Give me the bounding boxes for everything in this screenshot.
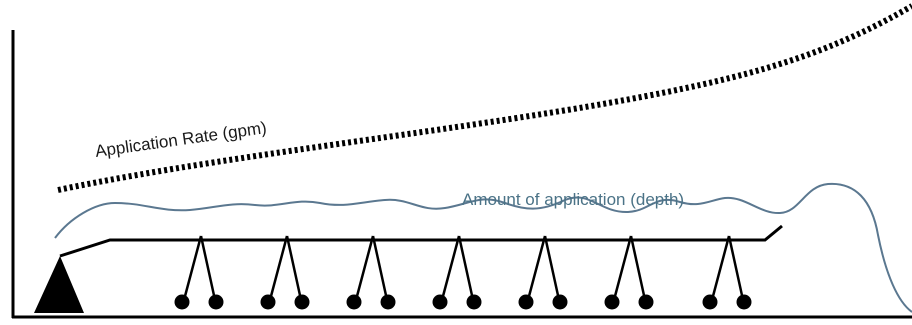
nozzle-right xyxy=(208,294,224,310)
application-rate-curve xyxy=(57,3,912,193)
sprinkler-drop xyxy=(702,235,752,310)
application-rate-label: Application Rate (gpm) xyxy=(94,118,268,161)
sprinkler-drop xyxy=(260,235,310,310)
nozzle-right xyxy=(380,294,396,310)
nozzle-right xyxy=(552,294,568,310)
nozzle-left xyxy=(432,294,448,310)
drop-line-right xyxy=(543,235,561,301)
pivot-span xyxy=(59,224,783,258)
drop-line-left xyxy=(612,235,633,301)
sprinkler-drop xyxy=(604,235,654,310)
drop-line-right xyxy=(457,235,475,301)
drop-line-right xyxy=(371,235,389,301)
sprinkler-drop xyxy=(346,235,396,310)
pivot-tower xyxy=(34,256,84,313)
nozzle-left xyxy=(702,294,718,310)
drop-line-left xyxy=(710,235,731,301)
drop-line-left xyxy=(182,235,203,301)
sprinkler-drop xyxy=(174,235,224,310)
nozzle-left xyxy=(174,294,190,310)
nozzle-left xyxy=(346,294,362,310)
drop-line-right xyxy=(727,235,745,301)
drop-line-right xyxy=(199,235,217,301)
drop-line-left xyxy=(268,235,289,301)
nozzle-right xyxy=(466,294,482,310)
drop-line-right xyxy=(629,235,647,301)
drop-line-left xyxy=(526,235,547,301)
nozzle-right xyxy=(294,294,310,310)
application-depth-curve xyxy=(54,182,912,313)
drop-line-left xyxy=(354,235,375,301)
nozzle-left xyxy=(604,294,620,310)
drop-line-right xyxy=(285,235,303,301)
nozzle-right xyxy=(736,294,752,310)
sprinkler-drop xyxy=(518,235,568,310)
sprinkler-drops xyxy=(174,235,752,310)
nozzle-right xyxy=(638,294,654,310)
sprinkler-drop xyxy=(432,235,482,310)
application-depth-label: Amount of application (depth) xyxy=(462,190,684,209)
nozzle-left xyxy=(260,294,276,310)
drop-line-left xyxy=(440,235,461,301)
nozzle-left xyxy=(518,294,534,310)
